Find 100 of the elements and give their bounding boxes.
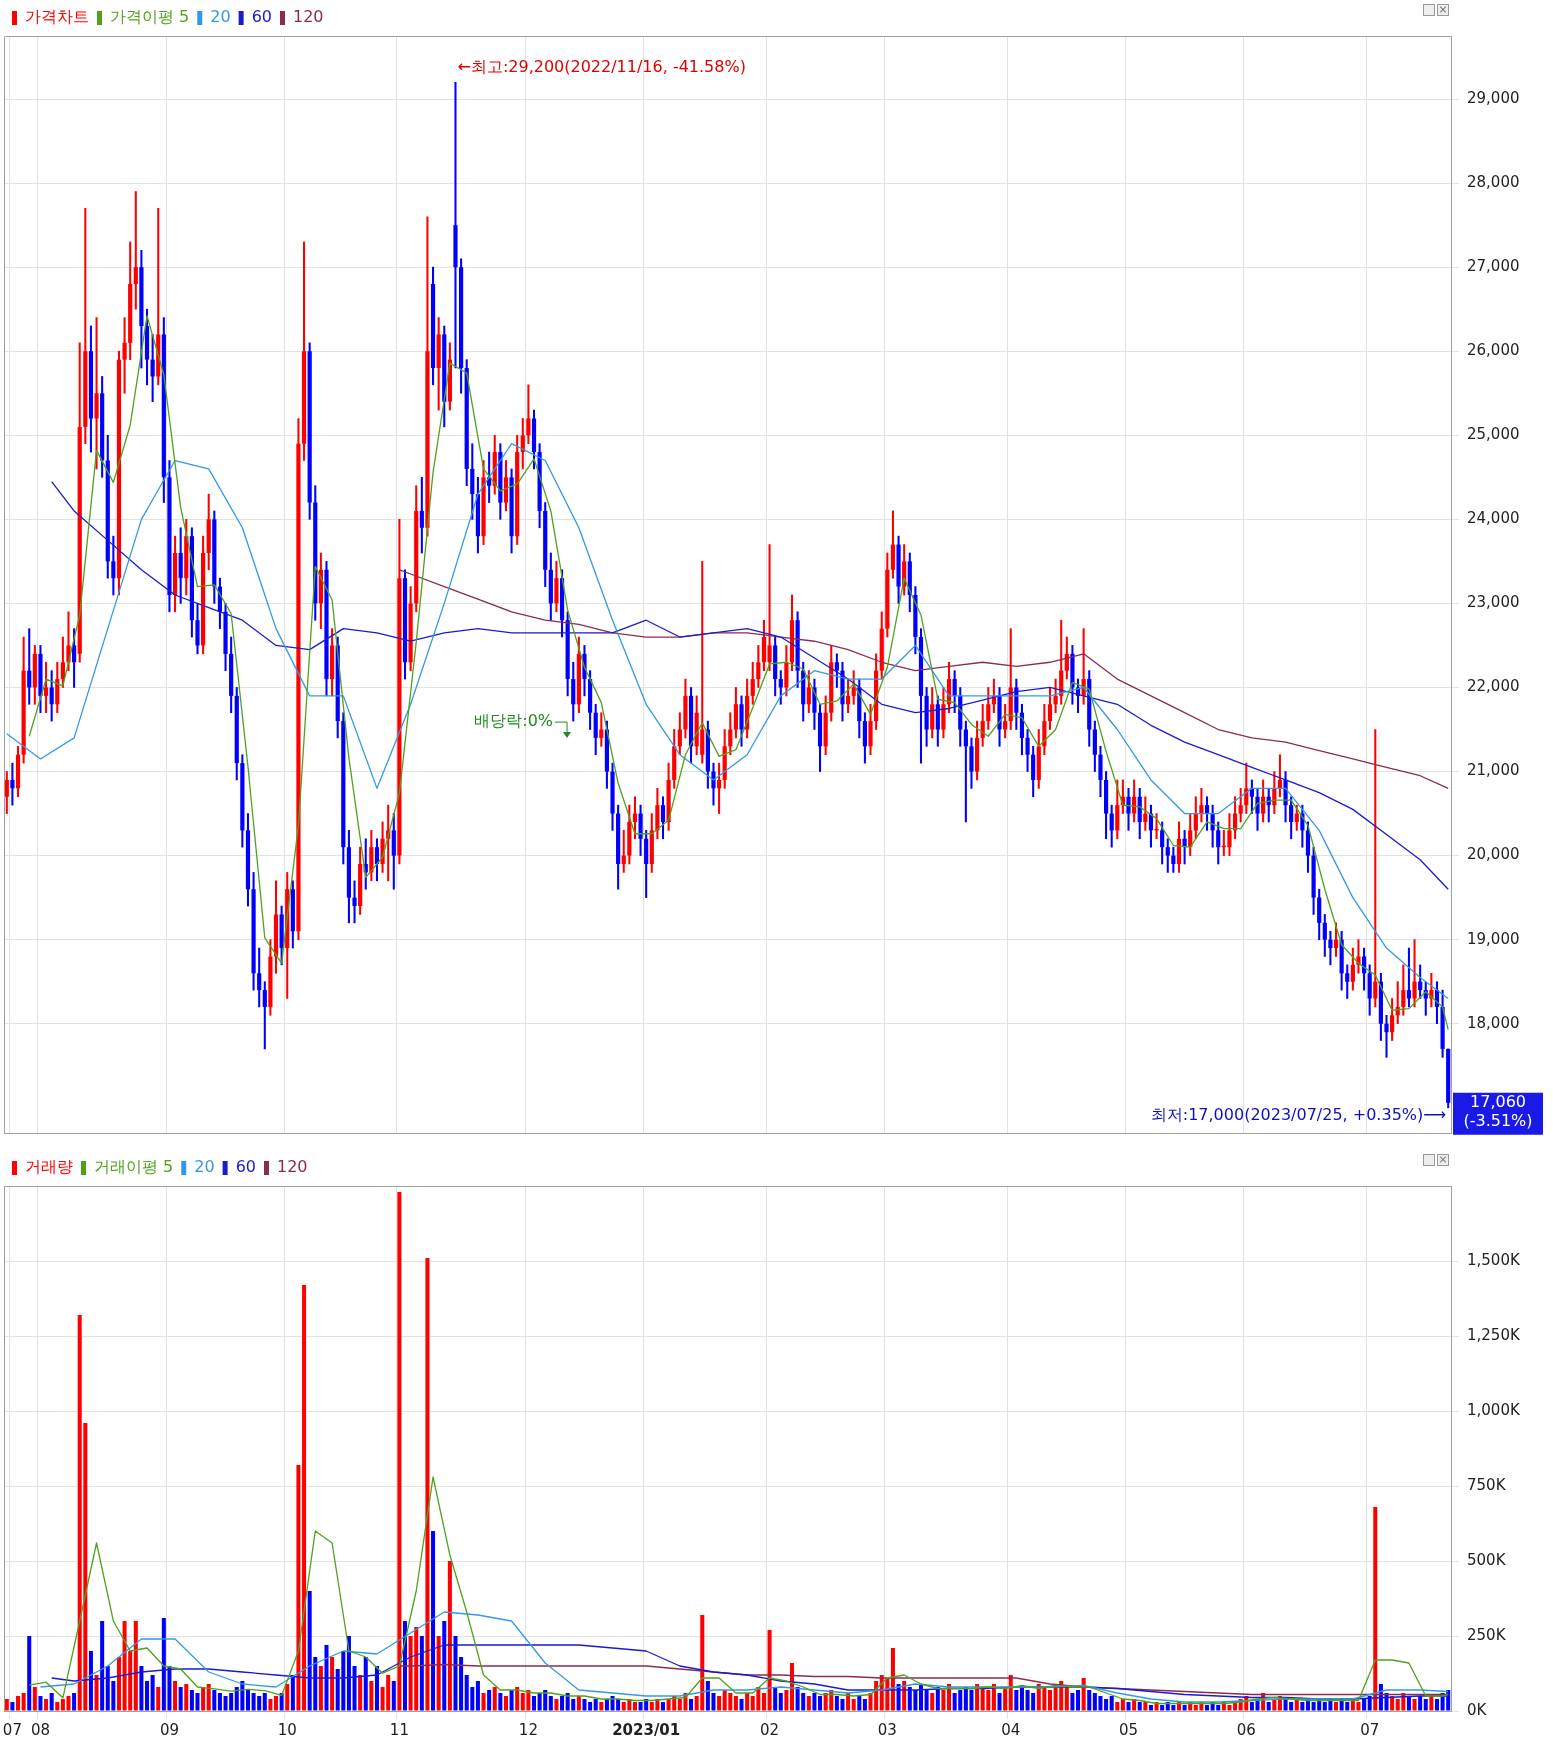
bar: [1272, 1699, 1277, 1711]
x-tick-label: 11: [389, 1720, 409, 1739]
x-tick-label: 02: [760, 1720, 780, 1739]
bar: [38, 1696, 43, 1711]
annotation: 배당락:0%: [474, 711, 554, 731]
bar: [531, 1696, 537, 1711]
bar: [1126, 1702, 1131, 1711]
bar: [318, 1666, 323, 1711]
bar: [49, 1693, 54, 1711]
bar: [1143, 1702, 1148, 1711]
y-tick-label: 23,000: [1467, 593, 1520, 612]
bar: [16, 1696, 21, 1711]
bar: [1115, 1702, 1120, 1711]
bar: [739, 1699, 744, 1711]
y-tick-label: 28,000: [1467, 173, 1520, 191]
bar: [150, 1675, 155, 1711]
bar: [324, 1645, 329, 1711]
y-tick-label: 26,000: [1467, 341, 1520, 360]
bar: [363, 1657, 368, 1711]
bar: [201, 1687, 206, 1711]
bar: [1047, 1690, 1053, 1711]
bar: [139, 1666, 144, 1711]
legend-label: 거래량: [25, 1157, 73, 1177]
bar: [604, 1699, 609, 1711]
bar: [32, 1687, 37, 1711]
bar: [44, 1699, 49, 1711]
bar: [55, 1702, 60, 1711]
y-tick-label: 25,000: [1467, 425, 1520, 444]
bar: [391, 1681, 396, 1711]
bar: [425, 1258, 430, 1711]
bar: [217, 1693, 222, 1711]
bar: [1003, 1687, 1008, 1711]
y-tick-label: 24,000: [1467, 509, 1520, 528]
bar: [1390, 1696, 1395, 1711]
bar: [515, 1687, 520, 1711]
y-tick-label: 21,000: [1467, 761, 1520, 780]
y-tick-label: 20,000: [1467, 845, 1520, 864]
bar: [481, 1693, 486, 1711]
bar: [1334, 1702, 1339, 1711]
x-tick-label: 04: [1001, 1720, 1021, 1739]
legend-label: 20: [194, 1157, 215, 1177]
bar: [1109, 1696, 1114, 1711]
bar: [733, 1696, 738, 1711]
bar: [1137, 1702, 1142, 1711]
bar: [358, 1675, 363, 1711]
bar: [1120, 1699, 1125, 1711]
bar: [1423, 1699, 1428, 1711]
bar: [1367, 1696, 1372, 1711]
bar: [279, 1693, 284, 1711]
y-tick-label: 29,000: [1467, 88, 1520, 107]
bar: [761, 1693, 766, 1711]
y-tick-label: 250K: [1467, 1625, 1507, 1644]
legend-label: 20: [210, 7, 231, 27]
bar: [1160, 1705, 1165, 1711]
bar: [492, 1687, 497, 1711]
y-tick-label: 1,250K: [1467, 1325, 1521, 1344]
candlestick: [453, 81, 458, 369]
bar: [1205, 1705, 1210, 1711]
x-tick-label: 10: [277, 1720, 297, 1739]
y-tick-label: 750K: [1467, 1475, 1507, 1494]
y-tick-label: 0K: [1467, 1700, 1488, 1719]
bar: [660, 1702, 666, 1711]
x-tick-label: 07: [1360, 1720, 1380, 1739]
x-tick-label: 08: [30, 1720, 50, 1739]
x-tick-label: 06: [1236, 1720, 1256, 1739]
bar: [1362, 1699, 1367, 1711]
bar: [447, 1561, 452, 1711]
bar: [1087, 1690, 1092, 1711]
bar: [1019, 1687, 1024, 1711]
bar: [576, 1696, 581, 1711]
bar: [745, 1693, 750, 1711]
y-tick-label: 1,500K: [1467, 1250, 1521, 1269]
bar: [593, 1699, 598, 1711]
bar: [21, 1693, 26, 1711]
bar: [818, 1696, 823, 1711]
y-tick-label: 18,000: [1467, 1013, 1520, 1032]
bar: [442, 1621, 447, 1711]
bar: [632, 1702, 637, 1711]
bar: [509, 1690, 514, 1711]
x-tick-label: 03: [877, 1720, 897, 1739]
bar: [498, 1693, 503, 1711]
bar: [1300, 1702, 1305, 1711]
bar: [1148, 1705, 1153, 1711]
bar: [10, 1702, 15, 1711]
bar: [296, 1465, 301, 1711]
bar: [1076, 1690, 1081, 1711]
bar: [184, 1684, 189, 1711]
bar: [419, 1636, 424, 1711]
bar: [503, 1696, 508, 1711]
bar: [689, 1699, 694, 1711]
legend-label: 가격차트: [25, 7, 89, 27]
y-tick-label: 500K: [1467, 1550, 1507, 1569]
bar: [1434, 1699, 1439, 1711]
legend-label: 120: [276, 1157, 308, 1177]
bar: [431, 1531, 436, 1711]
candlestick: [1384, 1014, 1389, 1058]
bar: [1081, 1678, 1086, 1711]
x-tick-label: 07: [2, 1720, 22, 1739]
bar: [1064, 1687, 1069, 1711]
bar: [554, 1699, 559, 1711]
